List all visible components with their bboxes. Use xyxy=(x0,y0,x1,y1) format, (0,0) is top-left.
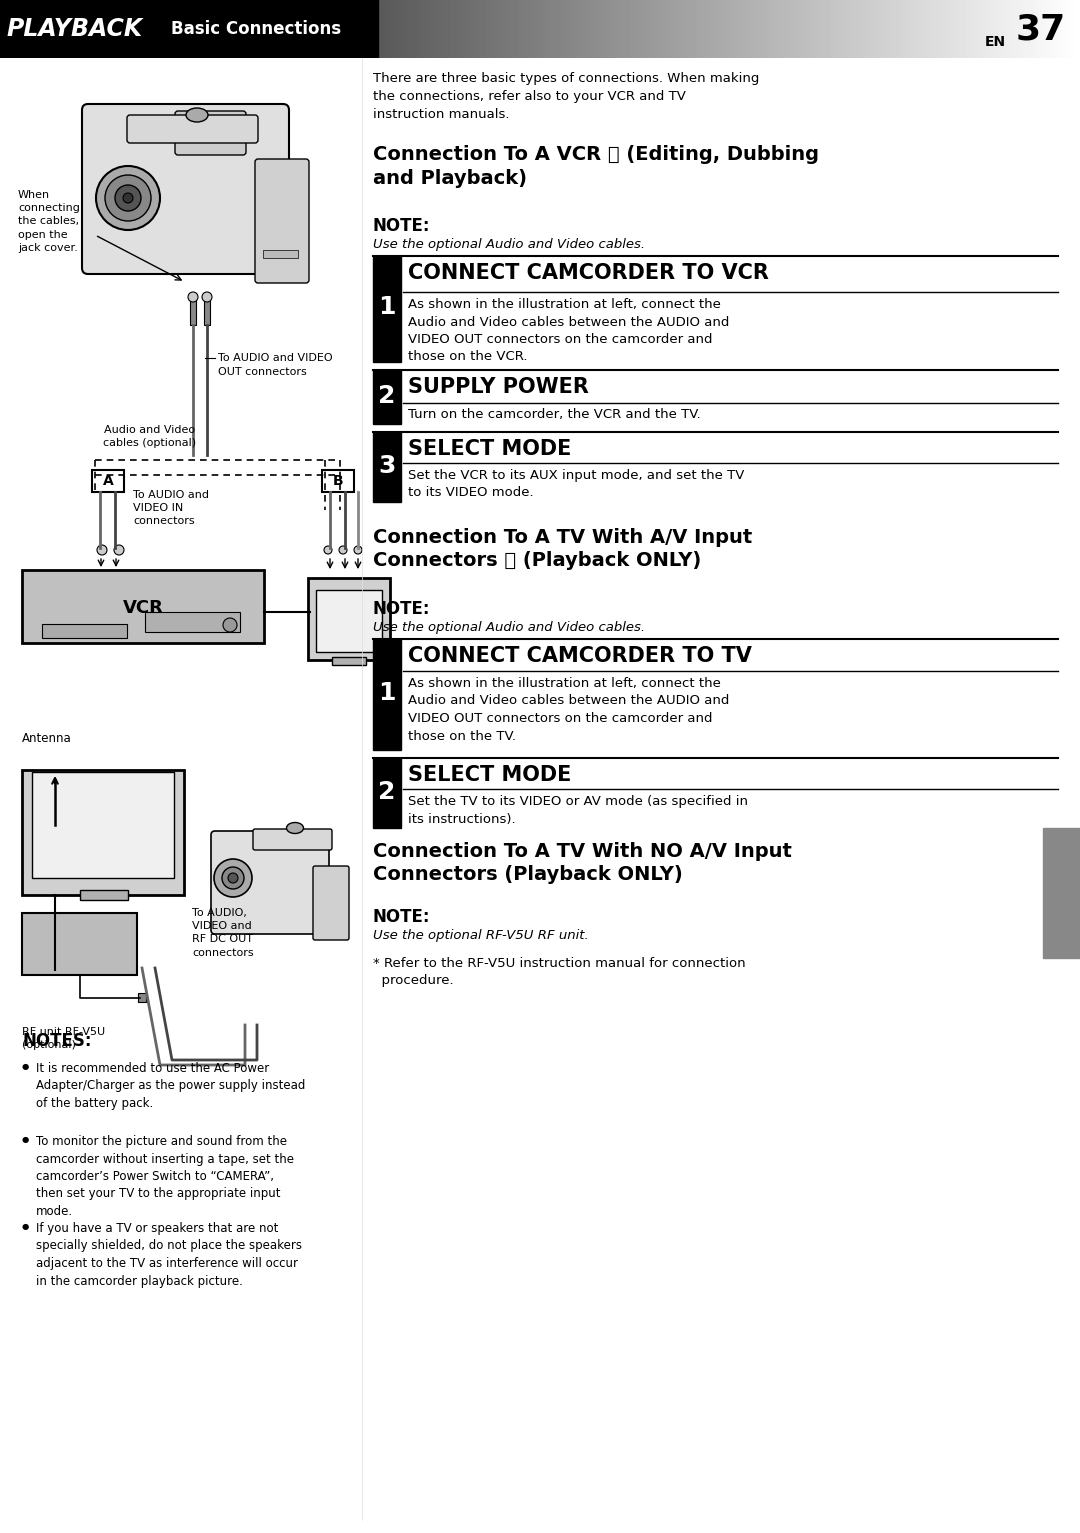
Text: ●: ● xyxy=(22,1222,29,1231)
Text: RF unit RF-V5U
(optional): RF unit RF-V5U (optional) xyxy=(22,1027,105,1050)
Text: ●: ● xyxy=(22,1134,29,1144)
Text: SUPPLY POWER: SUPPLY POWER xyxy=(408,377,589,397)
Circle shape xyxy=(188,291,198,302)
Text: SELECT MODE: SELECT MODE xyxy=(408,765,571,785)
Bar xyxy=(264,250,298,258)
Ellipse shape xyxy=(186,107,208,123)
Text: B: B xyxy=(333,474,343,487)
Bar xyxy=(373,256,401,362)
Text: Antenna: Antenna xyxy=(22,731,71,745)
Text: 2: 2 xyxy=(378,780,395,803)
Circle shape xyxy=(339,546,347,553)
Bar xyxy=(332,658,366,665)
Ellipse shape xyxy=(286,823,303,834)
Text: Use the optional RF-V5U RF unit.: Use the optional RF-V5U RF unit. xyxy=(373,929,589,941)
Text: When
connecting
the cables,
open the
jack cover.: When connecting the cables, open the jac… xyxy=(18,190,80,253)
Circle shape xyxy=(354,546,362,553)
Text: Connection To A TV With A/V Input
Connectors Ⓑ (Playback ONLY): Connection To A TV With A/V Input Connec… xyxy=(373,527,753,570)
Text: Connection To A TV With NO A/V Input
Connectors (Playback ONLY): Connection To A TV With NO A/V Input Con… xyxy=(373,842,792,885)
FancyBboxPatch shape xyxy=(175,110,246,155)
Circle shape xyxy=(114,185,141,212)
Text: 1: 1 xyxy=(378,294,395,319)
FancyBboxPatch shape xyxy=(211,831,329,934)
Bar xyxy=(190,297,195,325)
Text: To AUDIO and VIDEO
OUT connectors: To AUDIO and VIDEO OUT connectors xyxy=(218,354,333,377)
Text: NOTES:: NOTES: xyxy=(22,1032,92,1050)
Bar xyxy=(145,612,240,632)
Text: NOTE:: NOTE: xyxy=(373,908,431,926)
Text: SELECT MODE: SELECT MODE xyxy=(408,438,571,458)
Circle shape xyxy=(114,546,124,555)
Bar xyxy=(32,773,174,878)
Bar xyxy=(42,624,127,638)
Text: A: A xyxy=(103,474,113,487)
Text: As shown in the illustration at left, connect the
Audio and Video cables between: As shown in the illustration at left, co… xyxy=(408,678,729,742)
FancyBboxPatch shape xyxy=(127,115,258,143)
Text: There are three basic types of connections. When making
the connections, refer a: There are three basic types of connectio… xyxy=(373,72,759,121)
Text: Audio and Video
cables (optional): Audio and Video cables (optional) xyxy=(104,425,197,448)
Text: Set the TV to its VIDEO or AV mode (as specified in
its instructions).: Set the TV to its VIDEO or AV mode (as s… xyxy=(408,796,748,825)
Text: To monitor the picture and sound from the
camcorder without inserting a tape, se: To monitor the picture and sound from th… xyxy=(36,1134,294,1219)
Bar xyxy=(92,471,124,492)
Circle shape xyxy=(324,546,332,553)
Bar xyxy=(373,639,401,750)
FancyBboxPatch shape xyxy=(82,104,289,274)
Text: As shown in the illustration at left, connect the
Audio and Video cables between: As shown in the illustration at left, co… xyxy=(408,297,729,363)
Bar xyxy=(22,914,137,975)
Bar xyxy=(322,471,354,492)
Bar xyxy=(373,432,401,501)
Circle shape xyxy=(97,546,107,555)
FancyBboxPatch shape xyxy=(313,866,349,940)
Text: 2: 2 xyxy=(378,383,395,408)
Text: If you have a TV or speakers that are not
specially shielded, do not place the s: If you have a TV or speakers that are no… xyxy=(36,1222,302,1288)
Text: Turn on the camcorder, the VCR and the TV.: Turn on the camcorder, the VCR and the T… xyxy=(408,408,701,422)
Circle shape xyxy=(222,868,244,889)
Text: 1: 1 xyxy=(378,681,395,705)
Bar xyxy=(204,297,210,325)
Circle shape xyxy=(105,175,151,221)
Bar xyxy=(373,369,401,425)
Text: Connection To A VCR Ⓐ (Editing, Dubbing
and Playback): Connection To A VCR Ⓐ (Editing, Dubbing … xyxy=(373,146,819,187)
Text: Use the optional Audio and Video cables.: Use the optional Audio and Video cables. xyxy=(373,238,645,251)
Circle shape xyxy=(222,618,237,632)
Text: ●: ● xyxy=(22,1062,29,1072)
Text: 3: 3 xyxy=(378,454,395,478)
Circle shape xyxy=(202,291,212,302)
FancyBboxPatch shape xyxy=(255,159,309,284)
Circle shape xyxy=(228,872,238,883)
Bar xyxy=(308,578,390,661)
Text: Use the optional Audio and Video cables.: Use the optional Audio and Video cables. xyxy=(373,621,645,635)
Bar xyxy=(80,891,129,900)
Text: 37: 37 xyxy=(1015,12,1066,46)
Text: It is recommended to use the AC Power
Adapter/Charger as the power supply instea: It is recommended to use the AC Power Ad… xyxy=(36,1062,306,1110)
Text: NOTE:: NOTE: xyxy=(373,599,431,618)
Text: NOTE:: NOTE: xyxy=(373,218,431,235)
Bar xyxy=(373,757,401,828)
Text: Basic Connections: Basic Connections xyxy=(171,20,341,38)
FancyBboxPatch shape xyxy=(253,829,332,849)
Circle shape xyxy=(214,858,252,897)
Text: VCR: VCR xyxy=(122,599,163,616)
Circle shape xyxy=(96,166,160,230)
Text: EN: EN xyxy=(985,35,1007,49)
Bar xyxy=(22,770,184,895)
Text: * Refer to the RF-V5U instruction manual for connection
  procedure.: * Refer to the RF-V5U instruction manual… xyxy=(373,957,745,987)
Circle shape xyxy=(123,193,133,202)
Bar xyxy=(316,590,382,652)
Text: To AUDIO and
VIDEO IN
connectors: To AUDIO and VIDEO IN connectors xyxy=(133,491,210,526)
Text: To AUDIO,
VIDEO and
RF DC OUT
connectors: To AUDIO, VIDEO and RF DC OUT connectors xyxy=(192,908,254,958)
Bar xyxy=(0,0,378,58)
Text: PLAYBACK: PLAYBACK xyxy=(6,17,143,41)
Bar xyxy=(138,993,146,1003)
Text: Set the VCR to its AUX input mode, and set the TV
to its VIDEO mode.: Set the VCR to its AUX input mode, and s… xyxy=(408,469,744,500)
Bar xyxy=(22,570,264,642)
Text: CONNECT CAMCORDER TO TV: CONNECT CAMCORDER TO TV xyxy=(408,645,752,665)
Text: CONNECT CAMCORDER TO VCR: CONNECT CAMCORDER TO VCR xyxy=(408,264,769,284)
